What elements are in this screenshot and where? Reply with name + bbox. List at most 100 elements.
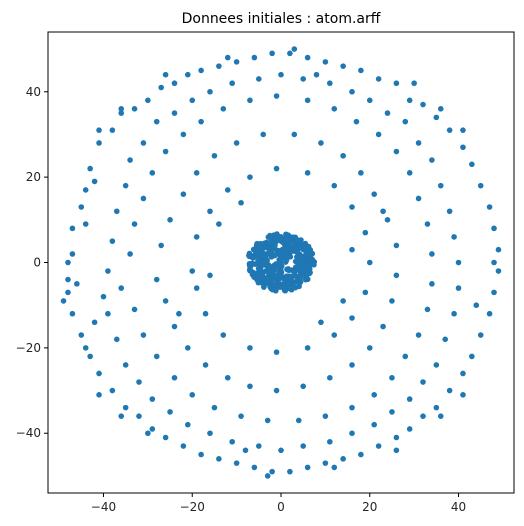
scatter-point: [380, 208, 386, 215]
scatter-point-center: [257, 253, 264, 260]
scatter-point: [207, 272, 213, 279]
scatter-point: [229, 80, 235, 87]
scatter-point: [384, 110, 391, 116]
scatter-point: [429, 251, 435, 257]
scatter-point: [340, 152, 346, 159]
scatter-point: [118, 413, 125, 419]
scatter-point: [455, 285, 462, 291]
scatter-point: [118, 285, 125, 291]
scatter-point: [180, 131, 187, 138]
scatter-point: [287, 50, 293, 57]
scatter-point: [291, 131, 298, 138]
scatter-point: [402, 353, 409, 360]
scatter-point: [278, 71, 284, 78]
scatter-point: [216, 63, 222, 69]
scatter-point: [269, 468, 275, 475]
scatter-point-center: [276, 282, 282, 288]
scatter-point: [384, 217, 391, 223]
scatter-point: [260, 131, 267, 138]
scatter-point: [127, 251, 133, 257]
scatter-point: [495, 268, 502, 274]
scatter-point: [136, 413, 142, 419]
scatter-point: [109, 127, 116, 133]
scatter-point: [78, 332, 85, 338]
scatter-point: [162, 434, 169, 441]
scatter-point: [451, 234, 457, 240]
scatter-point: [233, 140, 240, 146]
scatter-point: [375, 76, 382, 82]
scatter-point: [278, 447, 284, 454]
scatter-point-center: [289, 234, 296, 240]
scatter-point: [65, 259, 71, 266]
scatter-point: [304, 170, 311, 176]
scatter-point-center: [277, 257, 284, 263]
scatter-point: [145, 430, 151, 437]
scatter-point: [371, 421, 378, 428]
scatter-point: [420, 413, 426, 419]
scatter-point: [366, 345, 373, 351]
scatter-point: [109, 238, 116, 244]
scatter-point: [420, 379, 426, 385]
scatter-point: [366, 259, 373, 266]
scatter-point: [140, 332, 147, 338]
scatter-point: [322, 59, 329, 65]
scatter-point: [96, 370, 102, 377]
scatter-point: [362, 289, 369, 296]
scatter-point: [273, 349, 280, 355]
scatter-point: [460, 127, 466, 133]
scatter-point: [446, 387, 453, 394]
scatter-point: [455, 259, 462, 266]
scatter-point: [145, 97, 151, 104]
y-tick-label: 0: [33, 256, 41, 270]
scatter-point: [118, 106, 125, 112]
scatter-point: [415, 332, 422, 338]
scatter-point-center: [307, 269, 313, 276]
scatter-point: [153, 118, 160, 125]
scatter-point: [171, 80, 178, 87]
scatter-point: [327, 374, 333, 381]
scatter-point: [371, 191, 378, 197]
scatter-point: [477, 182, 484, 189]
scatter-point: [349, 362, 355, 368]
scatter-point: [406, 97, 413, 104]
scatter-point: [247, 97, 253, 104]
scatter-point: [460, 392, 466, 398]
scatter-point: [375, 443, 382, 449]
scatter-point: [349, 246, 355, 253]
scatter-point: [131, 106, 138, 112]
scatter-point: [393, 447, 400, 454]
scatter-point: [220, 106, 227, 112]
scatter-point: [389, 409, 395, 415]
scatter-point: [402, 118, 409, 125]
scatter-point: [411, 80, 417, 87]
scatter-point: [82, 345, 89, 351]
scatter-point: [167, 217, 173, 223]
scatter-point: [149, 426, 156, 432]
scatter-point: [331, 332, 338, 338]
scatter-point-center: [249, 260, 255, 266]
scatter-point: [207, 208, 213, 215]
scatter-point-center: [247, 267, 254, 273]
scatter-point: [322, 413, 329, 419]
scatter-point: [96, 392, 102, 398]
scatter-point: [358, 67, 364, 74]
scatter-point: [113, 208, 120, 215]
scatter-point: [446, 127, 453, 133]
scatter-point: [300, 76, 306, 82]
scatter-point: [433, 362, 440, 368]
x-tick-label: −40: [91, 500, 116, 514]
scatter-point-center: [260, 261, 266, 268]
scatter-point: [340, 63, 346, 69]
scatter-point: [429, 157, 435, 163]
scatter-point: [247, 174, 253, 180]
scatter-point: [304, 54, 311, 61]
scatter-point: [105, 310, 111, 317]
scatter-point: [87, 165, 93, 172]
x-axis: −40 −20 0 20 40: [91, 493, 466, 514]
scatter-point: [74, 281, 80, 287]
scatter-point: [69, 251, 76, 257]
scatter-point: [136, 379, 142, 385]
scatter-point: [442, 336, 449, 343]
scatter-point: [393, 272, 400, 279]
